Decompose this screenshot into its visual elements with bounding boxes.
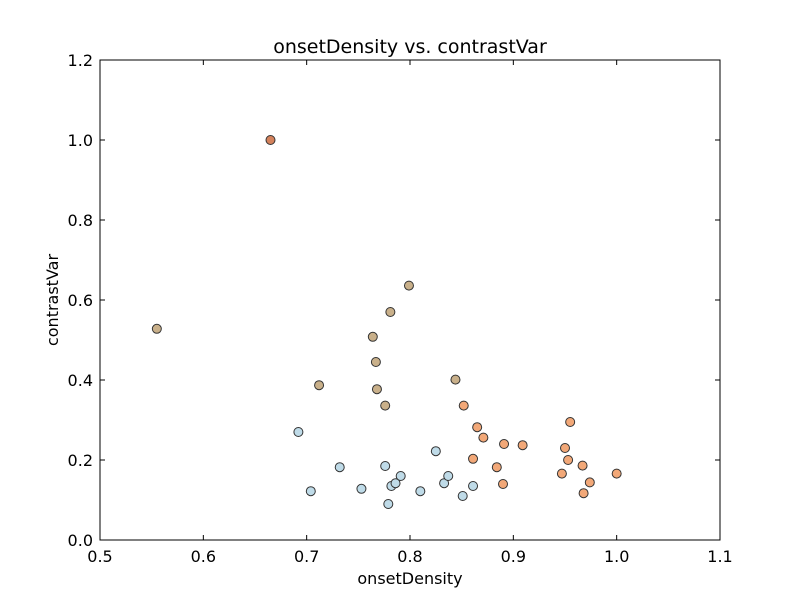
data-point-series-1 bbox=[611, 468, 622, 479]
plot-area bbox=[100, 60, 720, 540]
data-point-series-1 bbox=[565, 417, 576, 427]
x-axis-label: onsetDensity bbox=[357, 569, 462, 588]
chart-title: onsetDensity vs. contrastVar bbox=[273, 36, 547, 58]
y-axis-label: contrastVar bbox=[43, 254, 62, 347]
y-tick-label: 1.2 bbox=[68, 51, 93, 70]
data-point-series-1 bbox=[472, 422, 483, 433]
data-point-series-1 bbox=[584, 477, 595, 488]
data-point-series-2 bbox=[371, 384, 382, 395]
data-point-series-2 bbox=[385, 307, 396, 317]
data-point-series-2 bbox=[151, 323, 162, 334]
data-point-series-3 bbox=[265, 135, 276, 145]
data-point-series-2 bbox=[450, 374, 461, 385]
data-point-series-0 bbox=[356, 483, 367, 494]
data-point-series-0 bbox=[293, 427, 304, 437]
data-points bbox=[151, 135, 622, 509]
data-point-series-1 bbox=[577, 460, 588, 471]
x-tick-label: 0.6 bbox=[191, 547, 216, 566]
data-point-series-0 bbox=[305, 486, 316, 497]
y-tick-label: 0.4 bbox=[68, 371, 93, 390]
data-point-series-2 bbox=[370, 357, 381, 367]
data-point-series-0 bbox=[443, 471, 454, 481]
data-point-series-0 bbox=[415, 486, 426, 497]
data-point-series-1 bbox=[517, 440, 528, 451]
data-point-series-0 bbox=[390, 478, 401, 489]
x-tick-label: 0.8 bbox=[397, 547, 422, 566]
x-tick-label: 0.5 bbox=[87, 547, 112, 566]
data-point-series-1 bbox=[560, 443, 570, 453]
data-point-series-0 bbox=[383, 499, 394, 509]
data-point-series-1 bbox=[491, 462, 502, 473]
data-point-series-1 bbox=[563, 455, 574, 465]
data-point-series-0 bbox=[430, 446, 441, 457]
x-tick-label: 0.7 bbox=[294, 547, 319, 566]
data-point-series-2 bbox=[367, 331, 378, 342]
data-point-series-1 bbox=[499, 439, 510, 449]
data-point-series-0 bbox=[468, 481, 479, 491]
x-tick-label: 1.1 bbox=[707, 547, 732, 566]
axis-ticks: 0.5 0.6 0.7 0.8 0.9 1.0 1.1 0.0 0.2 0.4 0.6 0.8 1.0 1… bbox=[68, 51, 733, 566]
data-point-series-1 bbox=[458, 400, 469, 411]
data-point-series-2 bbox=[380, 400, 391, 411]
y-tick-label: 0.0 bbox=[68, 531, 93, 550]
data-point-series-0 bbox=[334, 462, 345, 473]
plot-frame bbox=[99, 59, 721, 541]
data-point-series-2 bbox=[314, 380, 325, 391]
data-point-series-0 bbox=[395, 471, 406, 481]
data-point-series-1 bbox=[478, 432, 489, 443]
x-tick-label: 0.9 bbox=[501, 547, 526, 566]
data-point-series-0 bbox=[380, 461, 391, 471]
y-tick-label: 0.2 bbox=[68, 451, 93, 470]
data-point-series-1 bbox=[468, 453, 479, 464]
data-point-series-0 bbox=[457, 491, 468, 501]
data-point-series-2 bbox=[403, 280, 414, 291]
data-point-series-1 bbox=[498, 479, 508, 489]
x-tick-label: 1.0 bbox=[604, 547, 629, 566]
y-tick-label: 1.0 bbox=[68, 131, 93, 150]
data-point-series-1 bbox=[556, 468, 567, 479]
data-point-series-1 bbox=[578, 488, 589, 499]
y-tick-label: 0.6 bbox=[68, 291, 93, 310]
y-tick-label: 0.8 bbox=[68, 211, 93, 230]
